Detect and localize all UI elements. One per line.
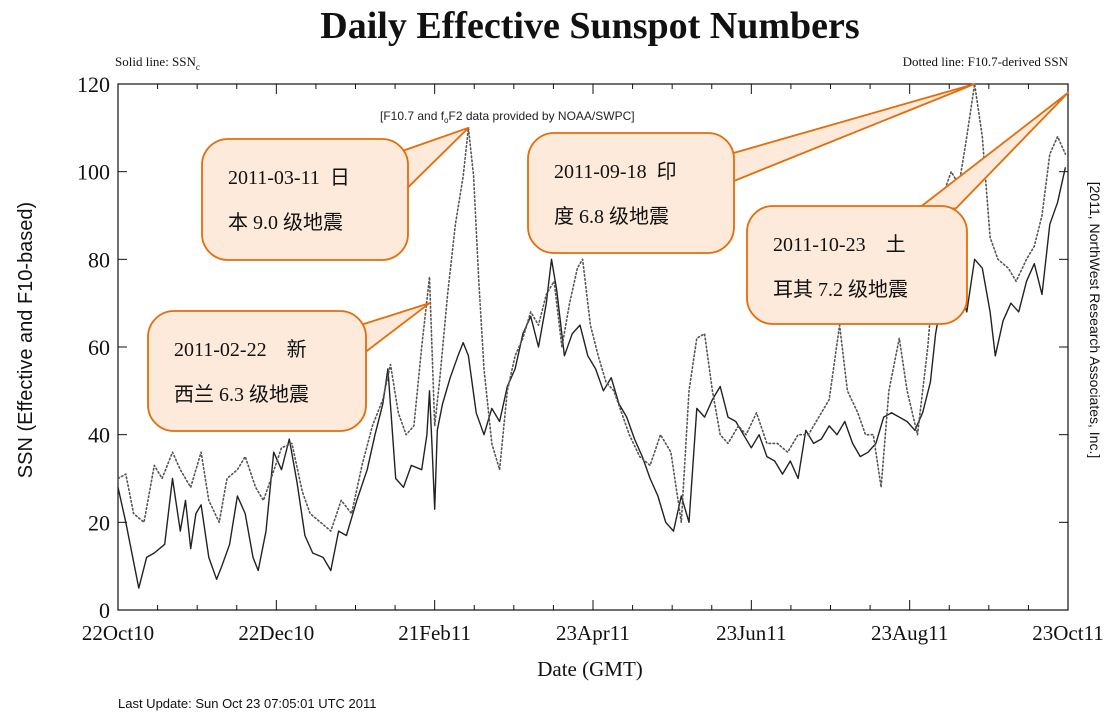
series-ssn-line — [117, 167, 1067, 589]
callout-layer: 2011-03-11 日本 9.0 级地震 2011-02-22 新西兰 6.3 … — [147, 83, 1069, 432]
subtitle-solid-line: Solid line: SSNc — [115, 54, 200, 72]
y-tick-label: 0 — [99, 598, 110, 623]
earthquake-callout: 2011-02-22 新西兰 6.3 级地震 — [147, 302, 431, 432]
plot-layer: 0 20 40 60 80 100 120 22Oct10 22Dec10 21Feb11 23Ap… — [77, 72, 1104, 645]
data-credit-subscript: o — [444, 116, 449, 125]
data-credit-pre: [F10.7 and f — [380, 109, 445, 123]
y-tick-label: 40 — [88, 423, 110, 448]
data-credit-post: F2 data provided by NOAA/SWPC] — [449, 109, 635, 123]
earthquake-callout: 2011-09-18 印度 6.8 级地震 — [527, 83, 976, 254]
subtitle-solid-text: Solid line: SSN — [115, 54, 197, 69]
subtitle-solid-subscript: c — [196, 62, 200, 72]
x-tick-label: 22Dec10 — [238, 621, 314, 645]
callout-text-line: 2011-02-22 新 — [174, 338, 307, 361]
chart-title: Daily Effective Sunspot Numbers — [320, 5, 859, 47]
earthquake-callout: 2011-10-23 土耳其 7.2 级地震 — [746, 91, 1069, 325]
x-tick-label: 21Feb11 — [398, 621, 471, 645]
y-axis-label: SSN (Effective and F10-based) — [15, 202, 37, 478]
y-tick-label: 80 — [88, 247, 110, 272]
callout-box — [147, 310, 367, 432]
callout-text-line: 本 9.0 级地震 — [228, 211, 343, 234]
callout-text-line: 耳其 7.2 级地震 — [773, 278, 908, 301]
series-f107-line — [117, 83, 1067, 532]
callout-text-line: 2011-10-23 土 — [773, 233, 906, 256]
x-tick-label: 22Oct10 — [82, 621, 154, 645]
y-tick-label: 20 — [88, 510, 110, 535]
copyright-note: [2011, NorthWest Research Associates, In… — [1087, 182, 1103, 459]
callout-text-line: 西兰 6.3 级地震 — [174, 383, 309, 406]
x-tick-label: 23Aug11 — [871, 621, 948, 645]
x-tick-label: 23Oct11 — [1032, 621, 1104, 645]
subtitle-dotted-line: Dotted line: F10.7-derived SSN — [903, 54, 1069, 69]
callout-box — [746, 205, 968, 325]
callout-pointer — [726, 83, 976, 185]
callout-text-line: 度 6.8 级地震 — [554, 205, 669, 228]
callout-pointer — [358, 302, 431, 358]
callout-box — [527, 132, 735, 254]
x-tick-label: 23Jun11 — [716, 621, 786, 645]
callout-text-line: 2011-03-11 日 — [228, 167, 350, 189]
x-axis-label: Date (GMT) — [537, 657, 643, 681]
y-tick-label: 100 — [77, 160, 110, 185]
y-tick-label: 120 — [77, 72, 110, 97]
last-update: Last Update: Sun Oct 23 07:05:01 UTC 201… — [118, 696, 376, 711]
data-credit: [F10.7 and foF2 data provided by NOAA/SW… — [380, 109, 635, 125]
y-tick-label: 60 — [88, 335, 110, 360]
callout-box — [201, 138, 409, 261]
x-tick-label: 23Apr11 — [556, 621, 630, 645]
callout-text-line: 2011-09-18 印 — [554, 160, 677, 183]
earthquake-callout: 2011-03-11 日本 9.0 级地震 — [201, 126, 470, 261]
callout-pointer — [400, 126, 470, 195]
text-layer: Daily Effective Sunspot Numbers Solid li… — [15, 5, 1103, 711]
